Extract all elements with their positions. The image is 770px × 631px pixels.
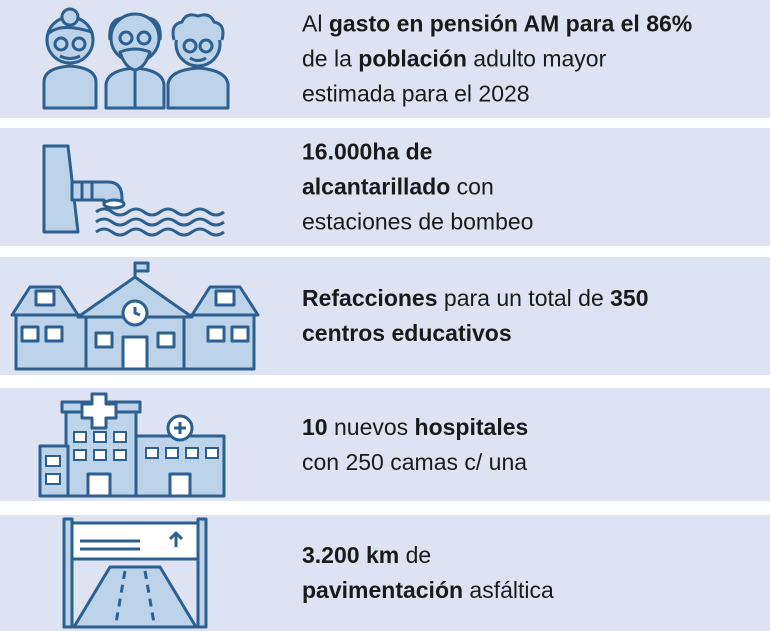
text-line: 10 nuevos hospitales xyxy=(302,410,758,445)
regular-text: con xyxy=(450,173,494,200)
bold-text: 3.200 km xyxy=(302,542,400,568)
regular-text: estaciones de bombeo xyxy=(302,208,534,235)
bold-text: población xyxy=(358,45,467,72)
info-text-roads: 3.200 km de pavimentación asfáltica xyxy=(302,538,758,608)
text-line: alcantarillado con xyxy=(302,170,758,205)
text-line: centros educativos xyxy=(302,316,758,351)
bold-text: 350 xyxy=(610,285,649,311)
regular-text: estimada para el 2028 xyxy=(302,80,530,107)
info-row-roads: 3.200 km de pavimentación asfáltica xyxy=(0,515,770,631)
highway-road-icon xyxy=(0,515,270,631)
bold-text: alcantarillado xyxy=(302,173,451,200)
text-line: estimada para el 2028 xyxy=(302,77,758,112)
info-row-hospitals: 10 nuevos hospitales con 250 camas c/ una xyxy=(0,388,770,501)
regular-text: nuevos xyxy=(327,413,415,440)
bold-text: 16.000ha de xyxy=(302,138,433,165)
bold-text: centros educativos xyxy=(302,320,512,346)
bold-text: hospitales xyxy=(414,413,529,440)
info-text-hospitals: 10 nuevos hospitales con 250 camas c/ una xyxy=(302,410,758,480)
info-text-pension: Al gasto en pensión AM para el 86% de la … xyxy=(302,7,758,112)
bold-text: pavimentación xyxy=(302,577,464,603)
text-line: Refacciones para un total de 350 xyxy=(302,281,758,316)
info-row-sewer: 16.000ha de alcantarillado con estaciones … xyxy=(0,128,770,246)
sewer-pipe-icon xyxy=(0,128,270,246)
elderly-people-icon xyxy=(0,0,270,118)
text-line: pavimentación asfáltica xyxy=(302,573,758,608)
school-buildings-icon xyxy=(0,257,270,375)
bold-text: gasto en pensión AM para el 86% xyxy=(328,10,693,37)
info-text-schools: Refacciones para un total de 350 centros … xyxy=(302,281,758,351)
text-line: estaciones de bombeo xyxy=(302,205,758,240)
bold-text: 10 xyxy=(302,413,328,440)
text-line: de la población adulto mayor xyxy=(302,42,758,77)
bold-text: Refacciones xyxy=(302,285,438,311)
regular-text: asfáltica xyxy=(463,577,554,603)
text-line: Al gasto en pensión AM para el 86% xyxy=(302,7,758,42)
regular-text: con 250 camas c/ una xyxy=(302,448,528,475)
info-row-schools: Refacciones para un total de 350 centros … xyxy=(0,257,770,375)
regular-text: de xyxy=(399,542,432,568)
info-row-pension: Al gasto en pensión AM para el 86% de la … xyxy=(0,0,770,118)
info-text-sewer: 16.000ha de alcantarillado con estaciones … xyxy=(302,135,758,240)
hospital-buildings-icon xyxy=(0,388,270,501)
text-line: con 250 camas c/ una xyxy=(302,445,758,480)
text-line: 3.200 km de xyxy=(302,538,758,573)
regular-text: para un total de xyxy=(437,285,611,311)
regular-text: de la xyxy=(302,45,359,72)
regular-text: adulto mayor xyxy=(466,45,607,72)
regular-text: Al xyxy=(302,10,329,37)
text-line: 16.000ha de xyxy=(302,135,758,170)
